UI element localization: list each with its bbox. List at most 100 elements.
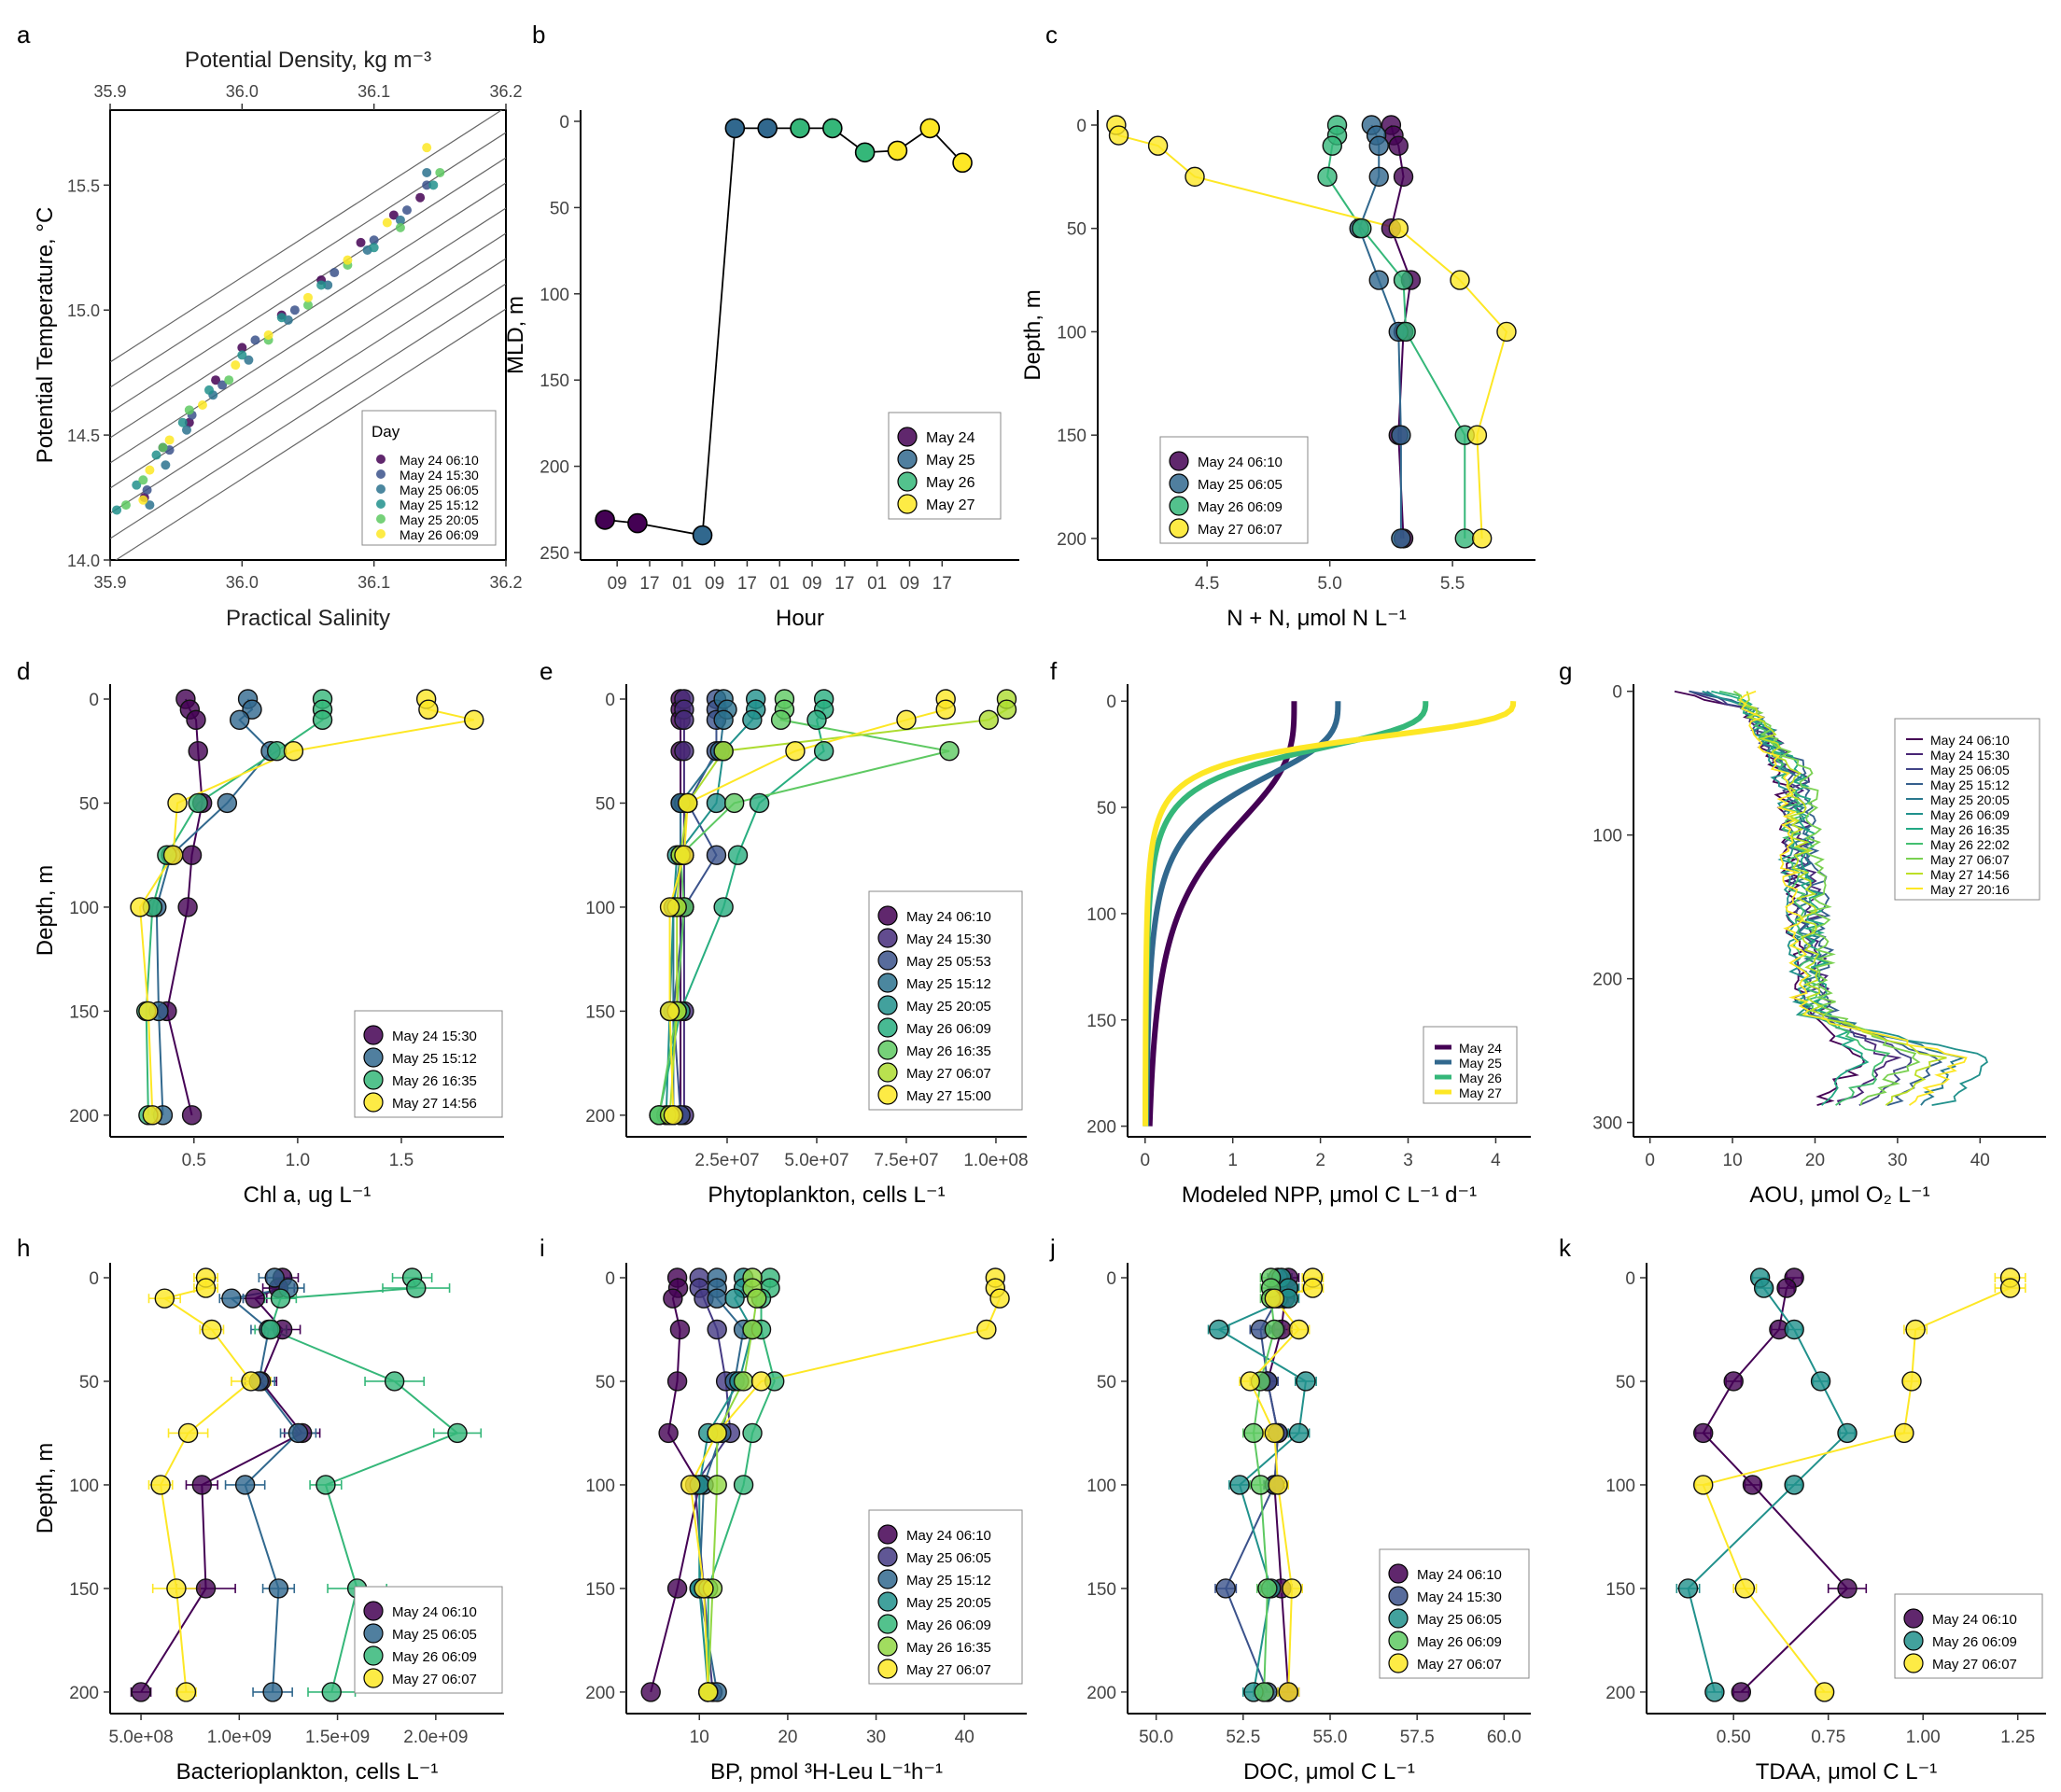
legend-key (877, 1591, 898, 1612)
panel-label: b (532, 21, 545, 49)
data-point (435, 167, 445, 177)
y-tick-label: 200 (1057, 530, 1087, 550)
data-point (1317, 166, 1338, 188)
x-tick-label: 17 (639, 574, 659, 594)
panel-b: b 09 17 01 09 17 01 09 17 01 09 17 0 50 100 150 200 250 Ho… (503, 21, 1019, 631)
legend-entry: May 24 06:10 (906, 909, 991, 925)
data-point (1368, 270, 1389, 290)
x-tick-label: 17 (932, 574, 952, 594)
data-point (181, 425, 191, 435)
data-point (1368, 166, 1389, 188)
data-point (680, 1475, 701, 1495)
x-tick-label: 01 (770, 574, 790, 594)
y-tick-label: 200 (585, 1684, 615, 1703)
y-tick-label: 0 (1612, 683, 1622, 703)
x-tick-label: 7.5e+07 (874, 1151, 938, 1170)
legend-key (1169, 473, 1189, 494)
data-point (264, 1267, 285, 1288)
legend-entry: May 25 05:53 (906, 954, 991, 970)
data-point (698, 1682, 719, 1702)
data-point (674, 741, 694, 762)
y-tick-label: 0 (89, 1269, 99, 1289)
data-point (727, 845, 749, 865)
data-point (1288, 1422, 1310, 1444)
y-tick-label: 100 (585, 899, 615, 918)
data-point (1322, 135, 1342, 156)
legend-key (877, 1062, 898, 1083)
data-point (1288, 1319, 1310, 1340)
legend-key (877, 973, 898, 993)
isopycnal-line (110, 207, 506, 464)
x-axis-title: TDAA, μmol C L⁻¹ (1756, 1759, 1938, 1785)
data-point (1268, 1475, 1288, 1495)
x-tick-label: 2.5e+07 (694, 1151, 759, 1170)
data-point (245, 1288, 265, 1309)
data-point (935, 699, 956, 720)
data-point (854, 142, 876, 163)
data-point (142, 485, 152, 496)
panel-label: f (1050, 657, 1058, 685)
legend-key (1388, 1631, 1409, 1651)
data-point (1395, 321, 1416, 343)
data-point (952, 152, 973, 174)
x-tick-label: 0.50 (1717, 1728, 1751, 1747)
data-point (1352, 218, 1372, 239)
x2-axis-title: Potential Density, kg m⁻³ (185, 48, 431, 73)
y-tick-label: 100 (1087, 1477, 1116, 1496)
data-point (742, 1319, 763, 1340)
data-point (694, 1578, 714, 1599)
panel-label: a (17, 21, 31, 49)
data-point (595, 510, 615, 530)
y-tick-label: 0 (1106, 1269, 1116, 1289)
data-point (1837, 1578, 1858, 1599)
data-point (1734, 1578, 1756, 1599)
data-point (167, 792, 188, 814)
y-tick-label: 100 (69, 1477, 99, 1496)
x-axis-title: Hour (776, 606, 824, 631)
x-tick-label: 5.5 (1440, 574, 1465, 594)
legend-key (376, 469, 386, 479)
legend-key (1388, 1608, 1409, 1629)
panel-j: j 50.0 52.5 55.0 57.5 60.0 0 50 100 150 200 DOC, μm… (1049, 1234, 1531, 1785)
legend-key (877, 950, 898, 971)
y-tick-label: 50 (550, 199, 569, 218)
data-point (422, 180, 432, 190)
data-point (713, 897, 734, 917)
data-point (329, 268, 340, 278)
data-point (770, 709, 792, 730)
y-tick-label: 200 (1087, 1118, 1116, 1138)
data-point (790, 118, 810, 139)
panel-label: e (540, 657, 553, 685)
data-point (896, 709, 917, 730)
data-point (1393, 270, 1414, 290)
x-tick-label: 09 (802, 574, 821, 594)
x-tick-label: 36.1 (358, 573, 390, 592)
data-point (1254, 1682, 1274, 1702)
x-tick-label: 17 (834, 574, 854, 594)
isopycnal-line (110, 132, 506, 388)
legend-key (1903, 1631, 1924, 1651)
x-tick-label: 4.5 (1195, 574, 1219, 594)
y-tick-label: 250 (540, 544, 569, 564)
data-point (813, 741, 834, 762)
data-point (1264, 1422, 1285, 1444)
aou-profile (1706, 690, 1967, 1106)
data-point (713, 709, 734, 730)
x-tick-label: 1.0 (286, 1151, 310, 1170)
legend-entry: May 25 15:12 (400, 497, 479, 512)
data-point (217, 380, 228, 390)
x2-tick-label: 36.1 (358, 82, 390, 101)
legend-key (376, 484, 386, 494)
data-point (674, 709, 694, 730)
data-point (1837, 1422, 1858, 1444)
panel-f: f 0 1 2 3 4 0 50 100 150 200 Modeled NPP, μmol C L⁻… (1050, 657, 1531, 1208)
x-tick-label: 5.0e+07 (784, 1151, 848, 1170)
legend-key (363, 1047, 384, 1068)
y-tick-label: 50 (1067, 220, 1087, 240)
panel-i: i 10 20 30 40 0 50 100 150 200 BP, pmol ³H-Leu L⁻¹… (540, 1234, 1027, 1785)
data-point (1264, 1319, 1285, 1340)
legend-entry: May 25 15:12 (392, 1051, 477, 1067)
data-point (1147, 135, 1169, 156)
y-tick-label: 200 (585, 1107, 615, 1127)
data-point (1229, 1475, 1250, 1495)
